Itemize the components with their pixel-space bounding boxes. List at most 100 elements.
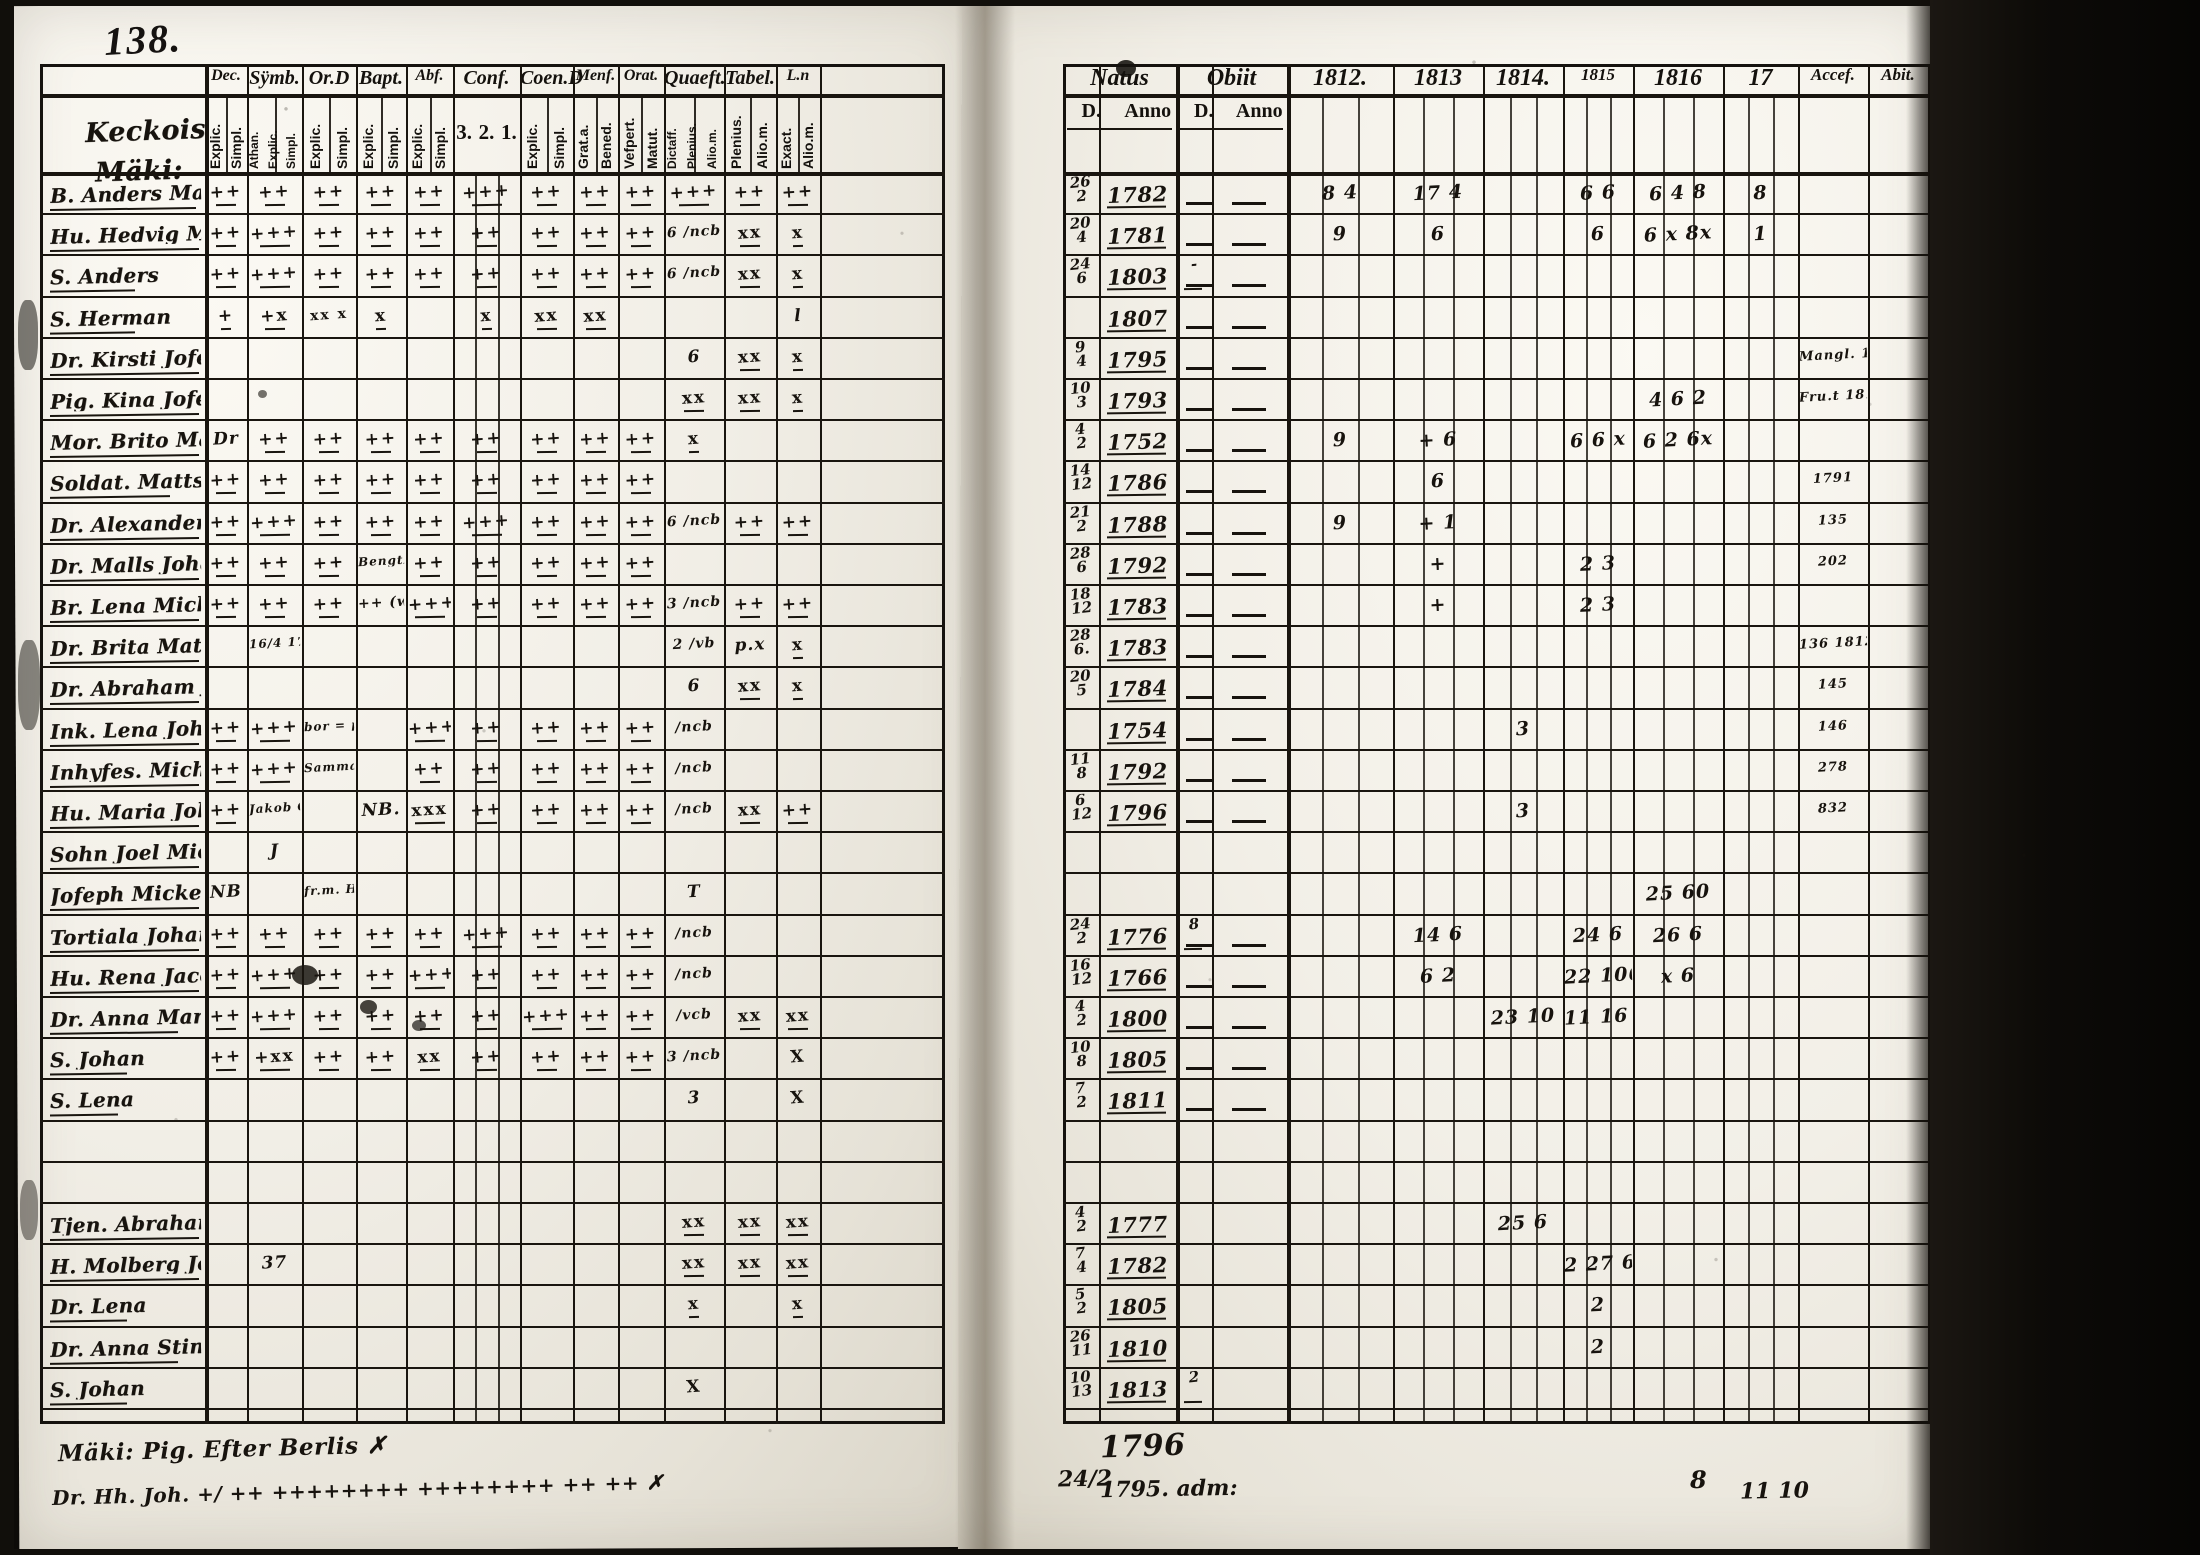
cell-dec-row-3: ++ xyxy=(209,265,243,285)
person-name-row-15: Inhyfes. Michels fon xyxy=(49,758,202,783)
column-title-y1815: 1815 xyxy=(1581,65,1615,84)
cell-natus_year-row-28: 1805 xyxy=(1106,1295,1169,1319)
row-divider xyxy=(1063,872,1968,875)
cell-natus_day-row-22: 10 8 xyxy=(1068,1039,1092,1070)
cell-menf-row-11: ++ xyxy=(578,594,613,615)
row-divider xyxy=(40,625,945,628)
cell-dec-row-18: NB xyxy=(209,883,243,903)
cell-natus_year-row-27: 1782 xyxy=(1106,1253,1169,1278)
mark-underline xyxy=(264,574,285,577)
obiit-dash xyxy=(1186,820,1214,823)
cell-natus_year-row-20: 1766 xyxy=(1106,965,1169,990)
cell-abs-row-16: xxx xyxy=(410,800,449,821)
cell-natus_day-row-29: 26 11 xyxy=(1068,1327,1093,1359)
cell-ord-row-14: bor = pernonat. xyxy=(303,718,355,733)
subheader-split xyxy=(641,94,643,172)
obiit-dash xyxy=(1186,778,1214,782)
person-name-row-21: Dr. Anna Maria xyxy=(49,1006,202,1030)
cell-orat-row-21: ++ xyxy=(624,1006,658,1027)
cell-tabel-row-9: ++ xyxy=(733,511,767,533)
cell-symb-row-27: 37 xyxy=(261,1253,288,1274)
mark-underline xyxy=(536,615,557,619)
column-sublabel-ln-1: Exact. xyxy=(778,127,794,169)
cell-natus_day-row-23: 7 2 xyxy=(1074,1080,1088,1112)
mark-underline xyxy=(585,945,606,948)
mark-underline xyxy=(630,1027,652,1031)
year-underline xyxy=(1106,329,1167,333)
mark-underline xyxy=(739,203,761,207)
cell-coend-row-19: ++ xyxy=(529,923,564,945)
row-divider xyxy=(1063,913,1968,916)
cell-dec-row-21: ++ xyxy=(209,1006,243,1027)
person-name-row-20: Hu. Rena Jacobs dr. xyxy=(49,964,202,989)
conf-subcolumn-divider xyxy=(475,172,478,1424)
column-divider xyxy=(1212,64,1214,1424)
row-divider xyxy=(1063,1408,1968,1410)
cell-dec-row-8: ++ xyxy=(209,471,243,491)
row-divider xyxy=(40,1119,945,1122)
column-divider xyxy=(406,64,408,1424)
obiit-dash xyxy=(1186,449,1214,453)
cell-ln-row-11: ++ xyxy=(781,594,815,615)
cell-tabel-row-1: ++ xyxy=(733,182,767,203)
cell-natus_year-row-2: 1781 xyxy=(1106,223,1169,248)
cell-natus_day-row-20: 16 12 xyxy=(1068,957,1093,988)
cell-natus_day-row-26: 4 2 xyxy=(1074,1204,1088,1235)
cell-orat-row-15: ++ xyxy=(624,759,658,780)
cell-natus_year-row-11: 1783 xyxy=(1106,594,1169,619)
cell-ln-row-5: x xyxy=(791,347,805,368)
cell-ord-row-21: ++ xyxy=(312,1006,346,1027)
cell-ln-row-28: x xyxy=(791,1295,805,1315)
cell-quaest-row-5: 6 xyxy=(687,347,701,368)
mark-underline xyxy=(419,203,440,207)
cell-ln-row-9: ++ xyxy=(781,512,815,532)
row-divider xyxy=(40,213,945,216)
column-title-symb: Sÿmb. xyxy=(249,67,300,89)
obiit-dash xyxy=(1186,284,1214,288)
mark-underline xyxy=(370,986,392,989)
column-sublabel-ln-2: Alio.m. xyxy=(800,122,816,169)
column-divider xyxy=(356,64,358,1424)
year-subcolumn-divider xyxy=(1609,94,1612,1424)
row-divider xyxy=(40,1366,945,1369)
cell-bapt-row-2: ++ xyxy=(364,223,398,244)
cell-symb-row-19: ++ xyxy=(257,923,292,945)
cell-menf-row-8: ++ xyxy=(578,470,613,491)
cell-dec-row-1: ++ xyxy=(209,182,243,203)
obiit-dash xyxy=(1232,655,1266,659)
cell-natus_day-row-27: 7 4 xyxy=(1074,1245,1088,1276)
mark-underline xyxy=(688,451,700,454)
mark-underline xyxy=(739,409,761,413)
row-divider xyxy=(40,872,945,875)
cell-abs-row-15: ++ xyxy=(412,759,447,780)
cell-natus_year-row-14: 1754 xyxy=(1106,718,1169,742)
column-title-orat: Orat. xyxy=(623,67,659,84)
obiit-underline xyxy=(1183,947,1203,950)
mark-underline xyxy=(585,780,606,783)
mark-underline xyxy=(536,945,557,948)
cell-natus_day-row-15: 11 8 xyxy=(1068,751,1092,782)
mark-underline xyxy=(630,533,652,536)
person-name-row-11: Br. Lena Michels dr. xyxy=(49,594,202,618)
cell-ord-row-4: xx x xyxy=(309,305,349,324)
year-subcolumn-divider xyxy=(1509,94,1512,1424)
column-sublabel-quaest-1: Dictaff. xyxy=(665,128,679,169)
mark-underline xyxy=(259,533,290,536)
mark-underline xyxy=(630,986,652,989)
cell-dec-row-2: ++ xyxy=(209,223,243,244)
cell-natus_year-row-10: 1792 xyxy=(1106,553,1169,578)
column-divider xyxy=(1483,64,1485,1424)
row-divider xyxy=(40,419,945,422)
cell-ord-row-11: ++ xyxy=(312,594,346,615)
cell-orat-row-8: ++ xyxy=(624,470,658,491)
person-name-row-14: Ink. Lena Johans dr. xyxy=(49,717,202,742)
year-subcolumn-divider xyxy=(1693,94,1695,1424)
cell-y1814-row-16: 3 xyxy=(1515,799,1531,823)
mark-underline xyxy=(536,533,557,536)
mark-underline xyxy=(630,739,652,742)
mark-underline xyxy=(215,739,237,742)
obiit-dash xyxy=(1186,243,1214,247)
cell-quaest-row-30: X xyxy=(685,1376,703,1398)
obiit-dash xyxy=(1232,614,1266,617)
mark-underline xyxy=(787,1027,809,1031)
